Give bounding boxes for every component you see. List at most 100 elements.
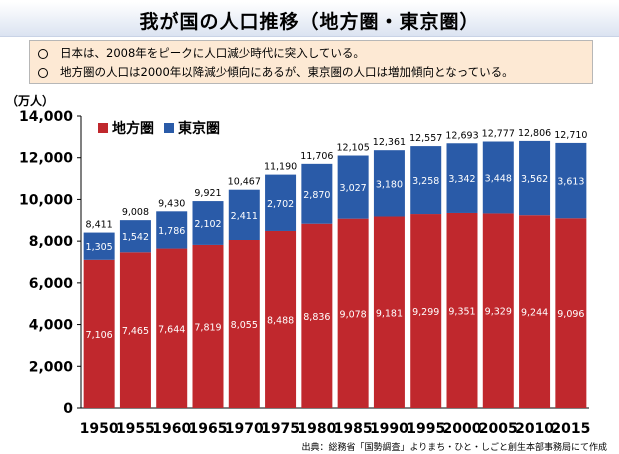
data-label-total: 11,706 [300, 151, 333, 162]
bar-tokyo-2015 [555, 142, 587, 219]
legend-swatch-tokyo [164, 123, 174, 133]
bullet-circle-icon [38, 48, 48, 59]
bar-local-2005 [482, 213, 514, 408]
data-label-tokyo: 3,258 [412, 176, 439, 187]
bar-tokyo-1990 [373, 150, 405, 217]
data-label-tokyo: 2,870 [303, 190, 330, 201]
data-label-tokyo: 3,027 [340, 183, 367, 194]
bar-tokyo-1955 [119, 220, 151, 253]
data-label-total: 12,777 [482, 129, 515, 140]
note-text-1: 日本は、2008年をピークに人口減少時代に突入している。 [60, 46, 365, 60]
bar-tokyo-1980 [301, 163, 333, 224]
x-tick-label: 1965 [189, 421, 228, 437]
data-label-total: 12,806 [518, 128, 551, 139]
x-tick-label: 1960 [152, 421, 191, 437]
data-label-local: 7,106 [86, 330, 113, 341]
data-label-local: 8,488 [267, 315, 294, 326]
data-label-total: 9,008 [122, 207, 149, 218]
data-label-local: 9,299 [412, 307, 439, 318]
bar-tokyo-2005 [482, 141, 514, 214]
note-line-1: 日本は、2008年をピークに人口減少時代に突入している。 [38, 44, 592, 63]
bullet-circle-icon [38, 67, 48, 78]
y-tick-label: 8,000 [29, 234, 74, 250]
x-tick-label: 2015 [551, 421, 590, 437]
bar-tokyo-2010 [519, 140, 551, 216]
data-label-local: 7,819 [194, 322, 221, 333]
title-band [0, 2, 619, 37]
data-label-tokyo: 3,562 [521, 174, 548, 185]
data-label-tokyo: 2,702 [267, 199, 294, 210]
data-label-local: 7,465 [122, 326, 149, 337]
data-label-tokyo: 3,613 [557, 177, 584, 188]
x-tick-label: 1955 [116, 421, 155, 437]
data-label-local: 9,078 [340, 309, 367, 320]
x-tick-label: 2000 [443, 421, 482, 437]
bar-local-2000 [446, 212, 478, 408]
chart-title: 我が国の人口推移（地方圏・東京圏） [139, 11, 480, 33]
x-tick-label: 1985 [334, 421, 373, 437]
bar-local-1970 [228, 239, 260, 408]
data-label-local: 7,644 [158, 324, 185, 335]
x-tick-label: 1980 [297, 421, 336, 437]
bar-tokyo-1975 [265, 174, 297, 231]
x-tick-label: 1950 [80, 421, 119, 437]
legend-label-local: 地方圏 [112, 120, 154, 137]
bar-tokyo-1965 [192, 201, 224, 245]
note-text-2: 地方圏の人口は2000年以降減少傾向にあるが、東京圏の人口は増加傾向となっている… [60, 65, 514, 79]
x-tick-label: 1995 [406, 421, 445, 437]
bar-local-1955 [119, 252, 151, 408]
data-label-local: 8,055 [231, 320, 258, 331]
data-label-local: 8,836 [303, 312, 330, 323]
bar-tokyo-1970 [228, 189, 260, 240]
bar-local-1985 [337, 218, 369, 408]
bar-local-1960 [156, 248, 188, 408]
data-label-tokyo: 3,342 [448, 174, 475, 185]
bar-tokyo-1995 [410, 146, 442, 215]
data-label-tokyo: 2,102 [194, 219, 221, 230]
y-tick-label: 14,000 [19, 109, 73, 125]
data-label-total: 9,430 [158, 198, 185, 209]
y-tick-label: 2,000 [29, 359, 74, 375]
x-tick-label: 1970 [225, 421, 264, 437]
bar-local-1950 [83, 259, 115, 408]
bar-local-1980 [301, 223, 333, 408]
data-label-local: 9,244 [521, 308, 548, 319]
bar-tokyo-1985 [337, 155, 369, 219]
bar-local-2015 [555, 218, 587, 408]
x-tick-label: 1975 [261, 421, 300, 437]
note-line-2: 地方圏の人口は2000年以降減少傾向にあるが、東京圏の人口は増加傾向となっている… [38, 63, 592, 82]
data-label-tokyo: 2,411 [231, 211, 258, 222]
y-unit-label: （万人） [6, 94, 55, 108]
legend-label-tokyo: 東京圏 [178, 120, 220, 137]
y-tick-label: 12,000 [19, 151, 73, 167]
bar-tokyo-2000 [446, 143, 478, 213]
bar-tokyo-1950 [83, 232, 115, 260]
y-tick-label: 6,000 [29, 276, 74, 292]
data-label-total: 12,361 [373, 137, 406, 148]
y-tick-label: 0 [63, 401, 73, 417]
data-label-tokyo: 1,786 [158, 226, 185, 237]
data-label-tokyo: 1,542 [122, 232, 149, 243]
data-label-total: 11,190 [264, 162, 297, 173]
bar-local-1995 [410, 214, 442, 408]
data-label-total: 12,710 [554, 130, 587, 141]
data-label-total: 12,693 [445, 130, 478, 141]
x-tick-label: 2010 [515, 421, 554, 437]
data-label-total: 8,411 [86, 220, 113, 231]
y-tick-label: 4,000 [29, 318, 74, 334]
bar-local-1990 [373, 216, 405, 408]
data-label-local: 9,181 [376, 308, 403, 319]
data-label-total: 10,467 [228, 177, 261, 188]
data-label-total: 12,105 [337, 143, 370, 154]
y-tick-label: 10,000 [19, 192, 73, 208]
data-label-tokyo: 3,448 [485, 173, 512, 184]
data-label-local: 9,351 [448, 306, 475, 317]
notes-box: 日本は、2008年をピークに人口減少時代に突入している。 地方圏の人口は2000… [29, 40, 593, 84]
bar-local-1965 [192, 244, 224, 408]
legend-swatch-local [98, 123, 108, 133]
data-label-tokyo: 1,305 [86, 242, 113, 253]
data-label-tokyo: 3,180 [376, 179, 403, 190]
x-tick-label: 1990 [370, 421, 409, 437]
bar-local-1975 [265, 230, 297, 408]
